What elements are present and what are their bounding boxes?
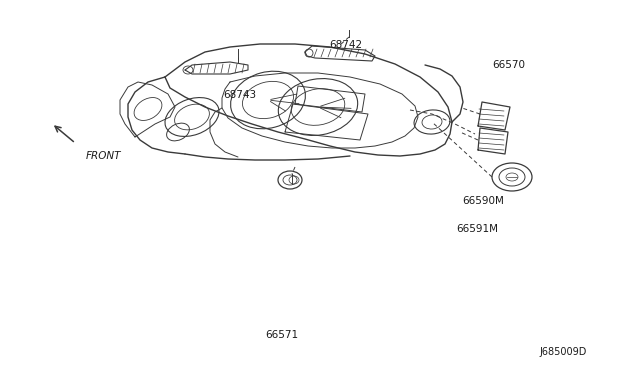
Text: J685009D: J685009D bbox=[540, 347, 587, 356]
Text: 66591M: 66591M bbox=[456, 224, 498, 234]
Text: FRONT: FRONT bbox=[86, 151, 121, 161]
Text: 68742: 68742 bbox=[329, 40, 362, 49]
Text: 66571: 66571 bbox=[265, 330, 298, 340]
Text: 66570: 66570 bbox=[492, 60, 525, 70]
Text: 68743: 68743 bbox=[223, 90, 257, 100]
Text: 66590M: 66590M bbox=[462, 196, 504, 206]
